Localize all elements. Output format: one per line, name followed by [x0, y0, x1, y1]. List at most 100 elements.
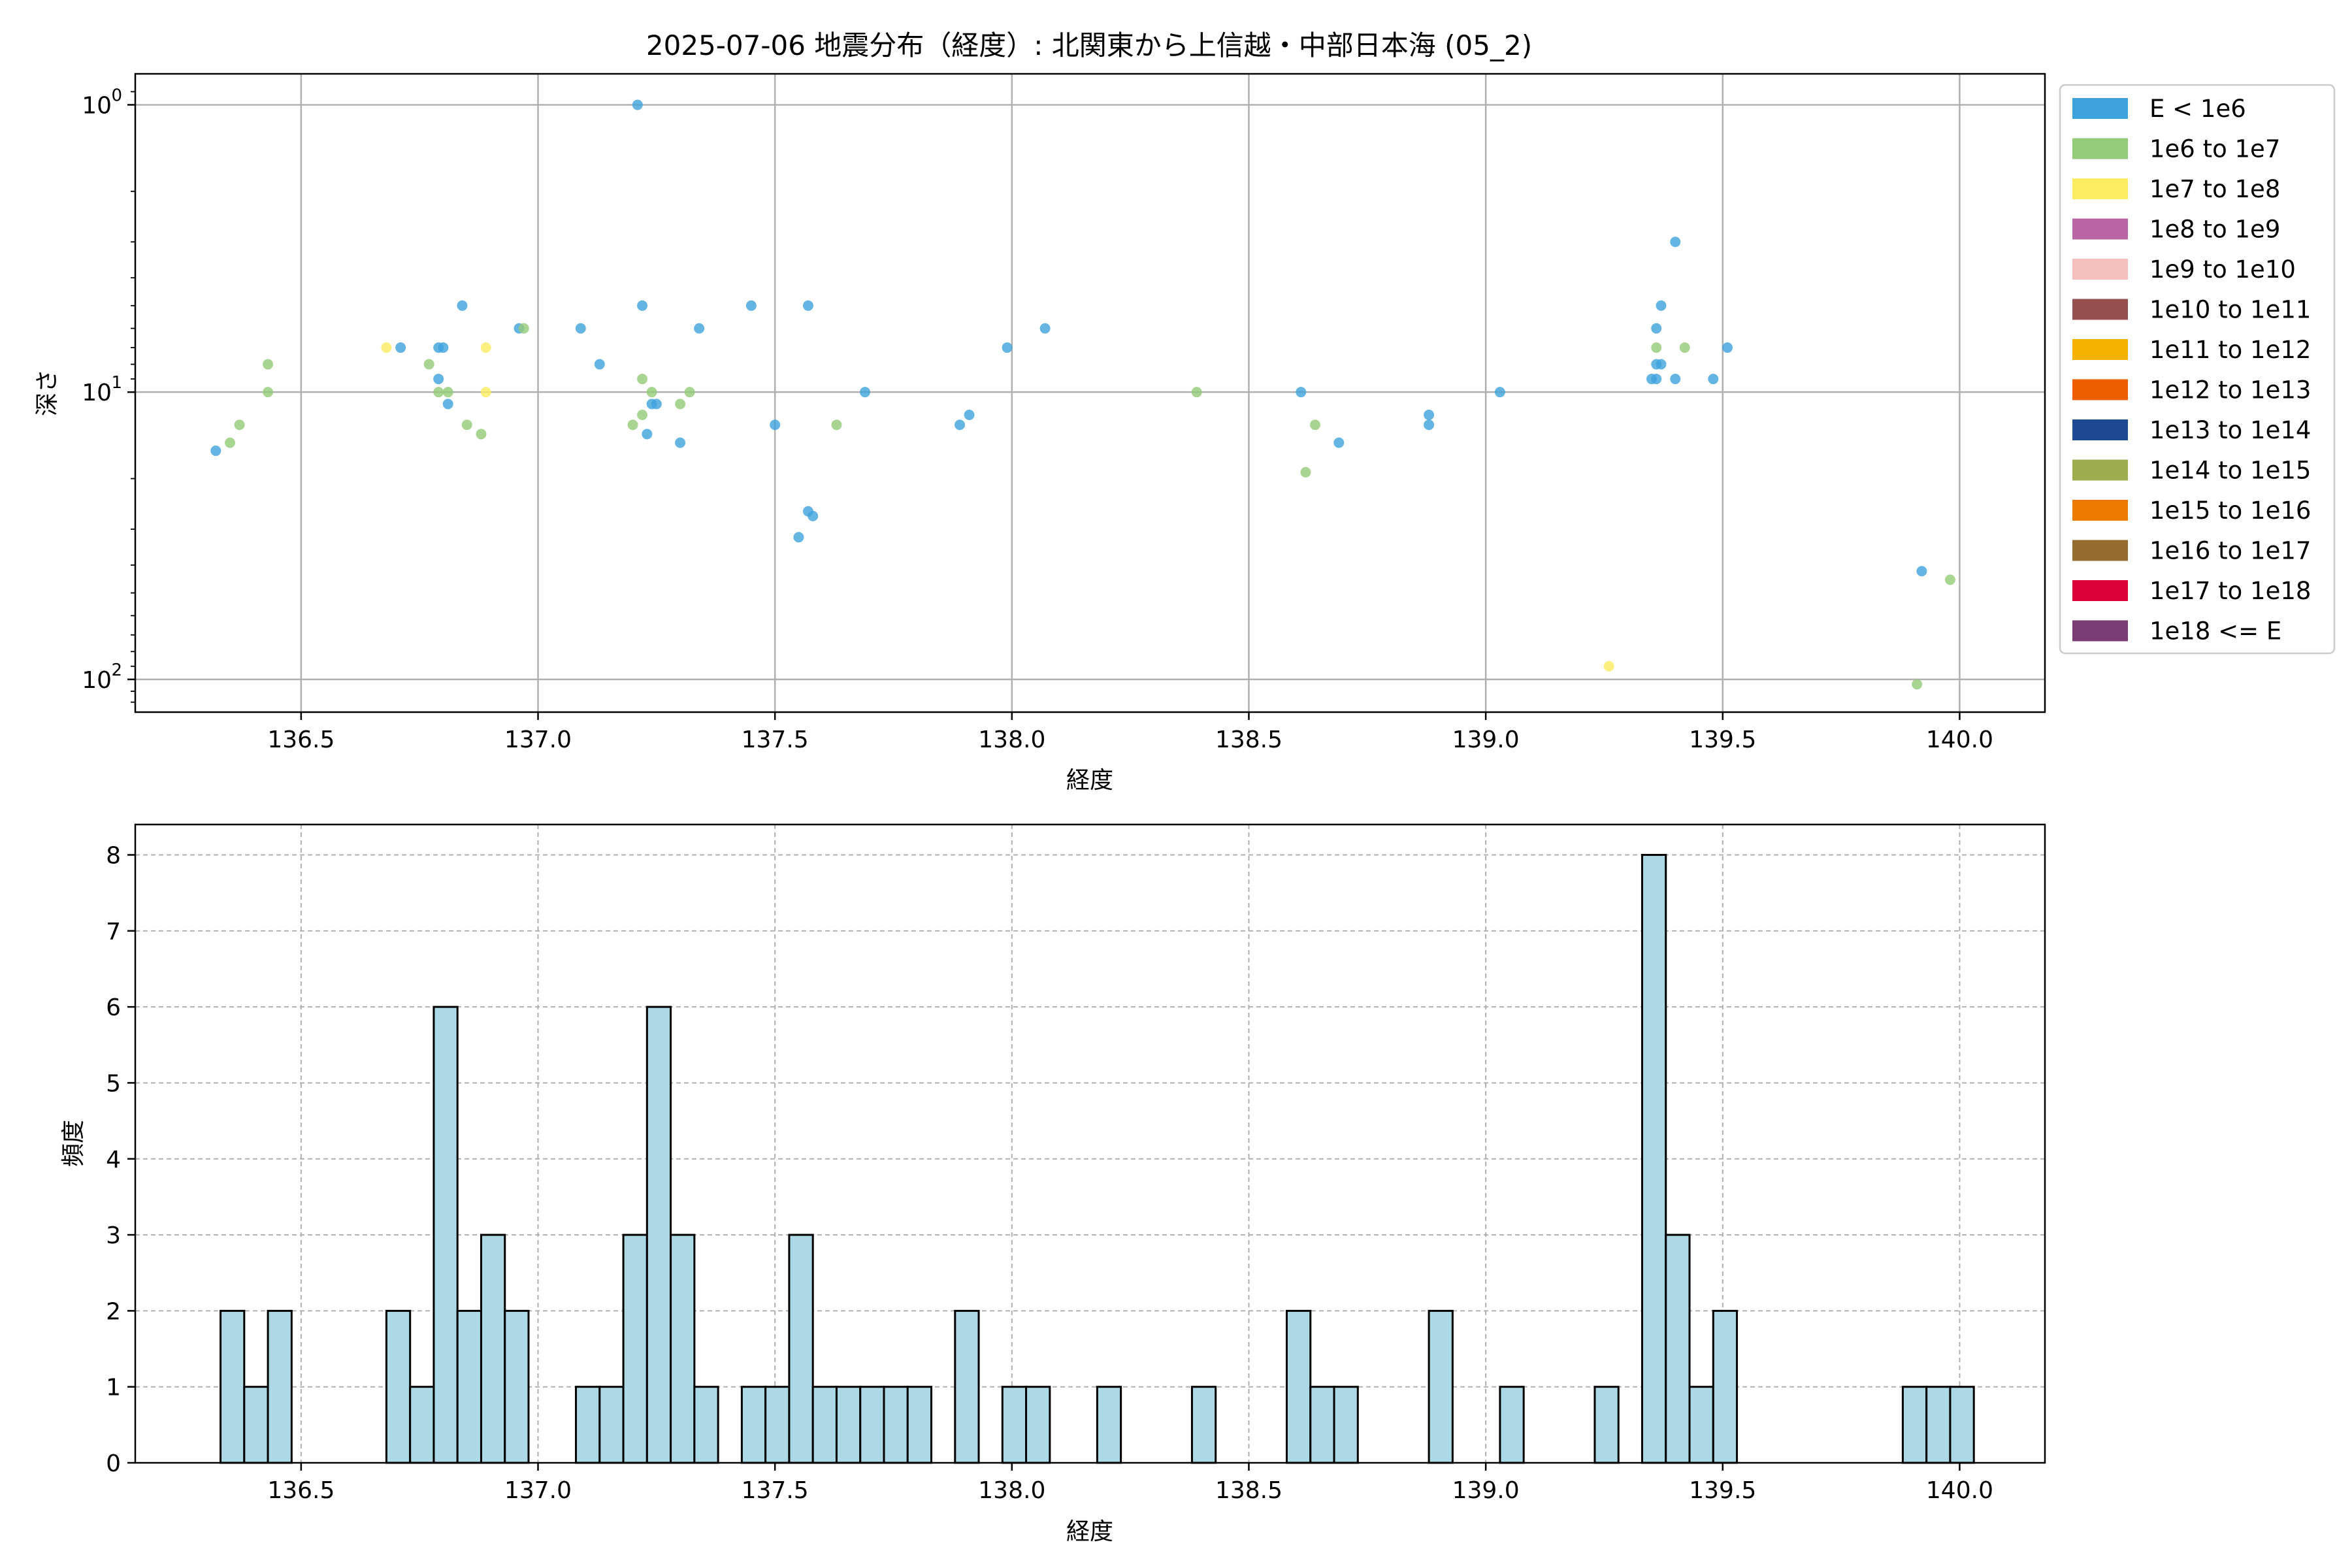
- scatter-point: [637, 300, 648, 311]
- histogram-y-tick-label: 0: [106, 1450, 121, 1477]
- legend-item: 1e11 to 1e12: [2072, 336, 2311, 364]
- histogram-bar: [645, 1005, 672, 1464]
- legend-item: 1e13 to 1e14: [2072, 416, 2311, 444]
- scatter-point: [651, 399, 662, 410]
- scatter-y-tick-label: 10: [82, 380, 112, 406]
- histogram-bar: [1190, 1386, 1217, 1464]
- scatter-point: [802, 300, 813, 311]
- scatter-x-tick-label: 140.0: [1926, 727, 1993, 753]
- scatter-point: [1310, 419, 1321, 431]
- scatter-point: [1002, 342, 1013, 353]
- legend-swatch: [2072, 540, 2128, 561]
- histogram-bar: [1688, 1386, 1714, 1464]
- scatter-point: [594, 359, 605, 370]
- legend-label: 1e18 <= E: [2149, 617, 2281, 645]
- histogram-bar: [267, 1309, 293, 1464]
- histogram-bar: [906, 1386, 933, 1464]
- histogram-bar: [480, 1233, 506, 1464]
- histogram-bar: [1925, 1386, 1952, 1464]
- histogram-x-tick-label: 140.0: [1926, 1477, 1993, 1504]
- histogram-x-axis: 136.5 137.0 137.5 138.0 138.5 139.0 139.5 140.0: [267, 1463, 1993, 1504]
- histogram-bar: [788, 1233, 814, 1464]
- scatter-point: [210, 445, 221, 456]
- scatter-x-tick-label: 139.5: [1689, 727, 1756, 753]
- scatter-point: [1912, 679, 1923, 690]
- scatter-point: [831, 419, 842, 431]
- histogram-bar: [811, 1386, 838, 1464]
- scatter-point: [518, 323, 529, 334]
- histogram-bar: [764, 1386, 791, 1464]
- scatter-point: [263, 359, 274, 370]
- scatter-point: [225, 437, 236, 448]
- scatter-point: [1708, 374, 1719, 385]
- scatter-point: [684, 387, 695, 398]
- histogram-bars: [220, 854, 1975, 1464]
- scatter-point: [1603, 661, 1614, 672]
- histogram-y-tick-label: 5: [106, 1070, 121, 1097]
- legend-swatch: [2072, 580, 2128, 601]
- scatter-point: [745, 300, 757, 311]
- scatter-x-axis-label: 経度: [1066, 767, 1113, 794]
- histogram-y-axis-label: 頻度: [60, 1120, 87, 1167]
- scatter-point: [955, 419, 966, 431]
- legend-label: E < 1e6: [2149, 95, 2246, 123]
- scatter-y-tick-label: 10: [82, 92, 112, 119]
- scatter-point: [461, 419, 472, 431]
- histogram-bar: [1096, 1386, 1122, 1464]
- histogram-bar: [456, 1309, 482, 1464]
- histogram-y-tick-label: 4: [106, 1147, 121, 1173]
- legend-label: 1e16 to 1e17: [2149, 537, 2311, 565]
- histogram-bar: [409, 1386, 435, 1464]
- histogram-bar: [1949, 1386, 1975, 1464]
- scatter-x-tick-label: 138.0: [978, 727, 1045, 753]
- scatter-point: [480, 342, 491, 353]
- scatter-x-tick-label: 137.0: [504, 727, 572, 753]
- histogram-y-tick-label: 6: [106, 994, 121, 1021]
- scatter-x-tick-label: 137.5: [742, 727, 809, 753]
- histogram-bar: [1001, 1386, 1028, 1464]
- scatter-point: [442, 399, 453, 410]
- legend-items: E < 1e6 1e6 to 1e7 1e7 to 1e8 1e8 to 1e9 1e9…: [2072, 95, 2311, 645]
- scatter-point: [1424, 409, 1435, 420]
- scatter-point: [457, 300, 468, 311]
- scatter-y-tick-label: 10: [82, 667, 112, 694]
- figure-title: 2025-07-06 地震分布（経度）: 北関東から上信越・中部日本海 (05_…: [646, 29, 1532, 61]
- histogram-bar: [220, 1309, 246, 1464]
- histogram-bar: [1593, 1386, 1620, 1464]
- legend-label: 1e10 to 1e11: [2149, 296, 2311, 324]
- legend-item: 1e14 to 1e15: [2072, 457, 2311, 485]
- legend-label: 1e7 to 1e8: [2149, 175, 2280, 203]
- scatter-point: [808, 510, 819, 521]
- scatter-point: [627, 419, 638, 431]
- scatter-point: [575, 323, 586, 334]
- scatter-y-tick-exponent: 0: [111, 86, 122, 105]
- legend-label: 1e13 to 1e14: [2149, 416, 2311, 444]
- scatter-point: [675, 399, 686, 410]
- legend-label: 1e14 to 1e15: [2149, 457, 2311, 485]
- legend-swatch: [2072, 379, 2128, 400]
- legend-item: 1e15 to 1e16: [2072, 497, 2311, 525]
- legend-swatch: [2072, 459, 2128, 481]
- legend-swatch: [2072, 218, 2128, 240]
- scatter-plot-area: [135, 74, 2045, 712]
- histogram-bar: [243, 1386, 269, 1464]
- scatter-x-tick-label: 136.5: [267, 727, 335, 753]
- histogram-plot-area: [135, 825, 2045, 1463]
- scatter-point: [793, 532, 804, 543]
- legend-item: 1e7 to 1e8: [2072, 175, 2280, 203]
- histogram-y-tick-label: 8: [106, 843, 121, 870]
- legend-item: 1e17 to 1e18: [2072, 577, 2311, 605]
- legend-label: 1e15 to 1e16: [2149, 497, 2311, 525]
- scatter-point: [637, 374, 648, 385]
- scatter-point: [234, 419, 245, 431]
- scatter-x-tick-label: 139.0: [1452, 727, 1520, 753]
- scatter-point: [1679, 342, 1690, 353]
- legend-item: 1e9 to 1e10: [2072, 255, 2296, 284]
- histogram-x-tick-label: 139.0: [1452, 1477, 1520, 1504]
- histogram-bar: [622, 1233, 648, 1464]
- legend-item: 1e12 to 1e13: [2072, 376, 2311, 404]
- histogram-bar: [835, 1386, 862, 1464]
- histogram-bar: [1286, 1309, 1312, 1464]
- histogram-x-tick-label: 137.5: [742, 1477, 809, 1504]
